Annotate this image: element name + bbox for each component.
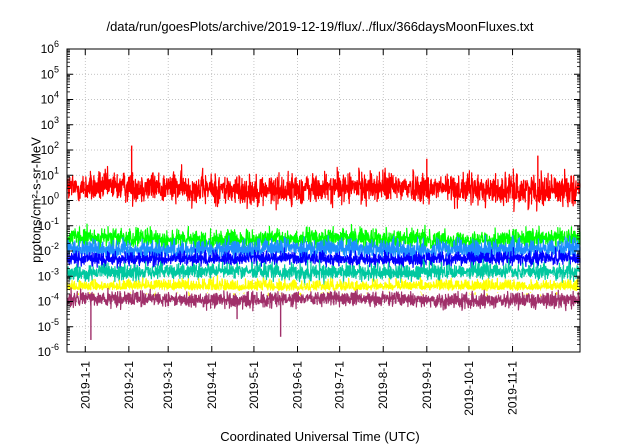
y-tick-label: 101 <box>41 165 59 182</box>
x-tick-label: 2019-5-1 <box>247 361 261 409</box>
data-series-line <box>66 287 581 312</box>
x-tick-label: 2019-3-1 <box>161 361 175 409</box>
data-series-line <box>66 286 581 297</box>
y-tick-label: 10-3 <box>38 266 59 283</box>
x-tick-label: 2019-2-1 <box>122 361 136 409</box>
x-axis-label: Coordinated Universal Time (UTC) <box>220 429 420 444</box>
y-axis-label: protons/cm²-s-sr-MeV <box>28 137 44 263</box>
y-tick-label: 10-2 <box>38 241 59 258</box>
y-tick-label: 106 <box>41 39 59 56</box>
data-series-line <box>66 258 581 286</box>
y-tick-label: 102 <box>41 140 59 157</box>
chart-title: /data/run/goesPlots/archive/2019-12-19/f… <box>106 19 534 34</box>
y-tick-label: 103 <box>41 115 59 132</box>
data-series-line <box>66 247 581 270</box>
x-tick-label: 2019-11-1 <box>506 361 520 415</box>
y-tick-label: 10-6 <box>38 342 59 359</box>
y-tick-label: 10-1 <box>38 216 59 233</box>
x-tick-label: 2019-6-1 <box>290 361 304 409</box>
x-tick-label: 2019-7-1 <box>333 361 347 409</box>
y-tick-label: 105 <box>41 64 59 81</box>
y-tick-label: 100 <box>41 191 59 208</box>
data-series-line <box>66 164 581 213</box>
x-tick-label: 2019-10-1 <box>462 361 476 416</box>
y-tick-label: 10-5 <box>38 317 59 334</box>
x-tick-label: 2019-1-1 <box>78 361 92 409</box>
y-tick-label: 10-4 <box>38 292 59 309</box>
x-tick-label: 2019-9-1 <box>420 361 434 409</box>
x-tick-label: 2019-4-1 <box>205 361 219 409</box>
x-tick-label: 2019-8-1 <box>376 361 390 409</box>
y-tick-label: 104 <box>41 90 59 107</box>
